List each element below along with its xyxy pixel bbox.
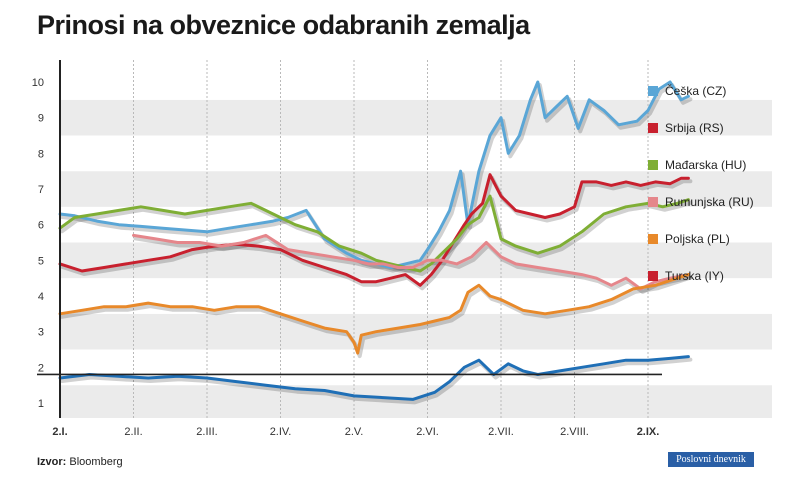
x-tick-label: 2.VI. — [416, 426, 439, 438]
background-bands — [60, 60, 772, 418]
y-tick-label: 7 — [38, 184, 44, 196]
publisher-logo: Poslovni dnevnik — [668, 452, 754, 467]
source-value: Bloomberg — [69, 456, 123, 468]
legend-swatch — [648, 160, 658, 170]
legend-swatch — [648, 271, 658, 281]
series-shadow — [60, 357, 693, 405]
band-row — [60, 349, 772, 386]
x-axis-ticks: 2.I. 2.II. 2.III. 2.IV. 2.V. 2.VI. 2.VII. 2.VII… — [52, 426, 659, 438]
series-line-4 — [58, 273, 690, 355]
series-line-2 — [58, 194, 690, 273]
legend-swatch — [648, 197, 658, 207]
y-tick-label: 5 — [38, 255, 44, 267]
y-tick-label: 10 — [32, 77, 44, 89]
legend-label: Mađarska (HU) — [665, 158, 746, 172]
legend-label: Češka (CZ) — [665, 83, 726, 98]
legend-swatch — [648, 123, 658, 133]
x-tick-label: 2.VIII. — [560, 426, 589, 438]
x-tick-label: 2.V. — [345, 426, 364, 438]
x-tick-label: 2.II. — [124, 426, 142, 438]
series-shadow — [60, 175, 693, 291]
y-tick-label: 4 — [38, 291, 44, 303]
series-shadow — [60, 275, 693, 359]
legend-swatch — [648, 86, 658, 96]
source-note: Izvor: Bloomberg — [37, 456, 123, 468]
y-tick-label: 8 — [38, 148, 44, 160]
series-lines — [58, 80, 690, 401]
series-line-0 — [58, 80, 690, 269]
y-axis-ticks: 1 2 3 4 5 6 7 8 9 10 — [32, 77, 44, 410]
y-tick-label: 9 — [38, 113, 44, 125]
legend-label: Srbija (RS) — [665, 121, 724, 135]
source-label: Izvor: — [37, 456, 67, 468]
chart-title: Prinosi na obveznice odabranih zemalja — [37, 10, 530, 40]
band-row — [60, 60, 772, 65]
y-tick-label: 6 — [38, 220, 44, 232]
series-line-6 — [58, 355, 690, 401]
legend-swatch — [648, 234, 658, 244]
y-tick-label: 2 — [38, 362, 44, 374]
band-row — [60, 385, 772, 418]
series-shadow — [60, 197, 693, 276]
x-tick-label: 2.IX. — [637, 426, 660, 438]
series-line-3 — [132, 233, 690, 291]
y-tick-label: 1 — [38, 398, 44, 410]
x-tick-label: 2.III. — [196, 426, 217, 438]
band-row — [60, 313, 772, 350]
legend-label: Turska (IY) — [665, 269, 724, 283]
x-tick-label: 2.VII. — [488, 426, 514, 438]
x-tick-label: 2.I. — [52, 426, 67, 438]
y-tick-label: 3 — [38, 327, 44, 339]
axes — [37, 60, 662, 418]
x-tick-label: 2.IV. — [270, 426, 292, 438]
legend-label: Rumunjska (RU) — [665, 195, 754, 209]
legend: Češka (CZ) Srbija (RS) Mađarska (HU) Rumunj… — [648, 83, 754, 283]
legend-label: Poljska (PL) — [665, 232, 730, 246]
